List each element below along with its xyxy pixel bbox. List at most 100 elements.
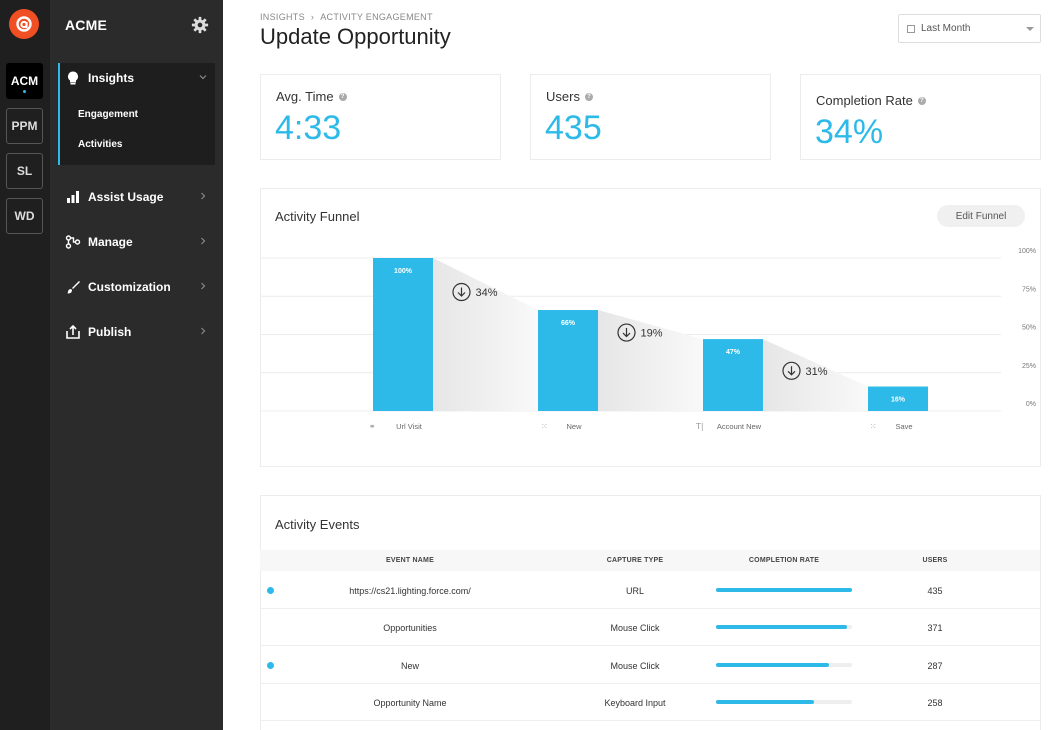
drop-arrow-glyph bbox=[457, 287, 466, 297]
insights-section-expanded bbox=[58, 63, 215, 165]
sidebar-subitem-engagement[interactable]: Engagement bbox=[78, 109, 139, 120]
users-cell: 371 bbox=[927, 623, 943, 633]
funnel-bar bbox=[538, 310, 598, 411]
drop-off-label: 19% bbox=[641, 328, 663, 340]
completion-rate-fill bbox=[716, 588, 852, 592]
breadcrumb-item[interactable]: INSIGHTS bbox=[260, 12, 305, 22]
stat-label: Users? bbox=[546, 89, 593, 104]
stat-card-completion-rate: Completion Rate? 34% bbox=[800, 74, 1041, 160]
funnel-connector bbox=[433, 258, 538, 411]
drop-off-label: 34% bbox=[476, 287, 498, 299]
sidebar: ACME Insights Engagement Activities Assi… bbox=[50, 0, 223, 730]
funnel-title: Activity Funnel bbox=[275, 209, 360, 224]
funnel-step-label: Account New bbox=[717, 422, 762, 431]
sidebar-item-manage[interactable]: Manage bbox=[65, 231, 208, 253]
y-tick-label: 75% bbox=[1022, 286, 1036, 293]
chevron-right-icon bbox=[201, 327, 206, 335]
sidebar-item-label: Assist Usage bbox=[88, 190, 164, 204]
completion-rate-bar bbox=[716, 588, 852, 592]
events-title: Activity Events bbox=[275, 517, 360, 532]
table-row[interactable]: Opportunities Mouse Click 371 bbox=[260, 609, 1040, 646]
publish-icon bbox=[65, 324, 81, 340]
date-range-select[interactable]: Last Month bbox=[898, 14, 1041, 43]
column-header-capture-type[interactable]: CAPTURE TYPE bbox=[606, 557, 664, 564]
app-button-label: SL bbox=[16, 164, 33, 178]
stat-value: 435 bbox=[545, 109, 602, 147]
drop-arrow-glyph bbox=[622, 328, 631, 338]
brush-icon bbox=[65, 279, 81, 295]
status-dot-icon bbox=[267, 587, 274, 594]
completion-rate-fill bbox=[716, 625, 847, 629]
app-button-label: ACM bbox=[10, 74, 39, 88]
y-tick-label: 50% bbox=[1022, 325, 1036, 332]
app-button-acm[interactable]: ACM bbox=[6, 63, 43, 99]
breadcrumb-separator-icon: › bbox=[310, 12, 315, 22]
chevron-down-icon bbox=[199, 75, 207, 80]
app-button-ppm[interactable]: PPM bbox=[6, 108, 43, 144]
users-cell: 435 bbox=[927, 586, 943, 596]
acme-logo-icon[interactable] bbox=[9, 9, 39, 39]
drop-arrow-icon bbox=[617, 323, 636, 342]
status-dot-icon bbox=[267, 662, 274, 669]
caret-down-icon bbox=[1026, 27, 1034, 31]
sidebar-item-assist-usage[interactable]: Assist Usage bbox=[65, 186, 208, 208]
capture-type-cell: Mouse Click bbox=[610, 623, 660, 633]
sidebar-item-insights[interactable]: Insights bbox=[65, 67, 208, 89]
drop-arrow-glyph bbox=[787, 366, 796, 376]
stat-label: Avg. Time? bbox=[276, 89, 347, 104]
table-row[interactable]: New Mouse Click 287 bbox=[260, 647, 1040, 684]
lightbulb-icon bbox=[65, 70, 81, 86]
sidebar-item-customization[interactable]: Customization bbox=[65, 276, 208, 298]
breadcrumb: INSIGHTS › ACTIVITY ENGAGEMENT bbox=[260, 12, 433, 22]
event-name-cell: Opportunity Name bbox=[373, 698, 447, 708]
event-name-cell: New bbox=[400, 661, 419, 671]
gear-icon[interactable] bbox=[191, 16, 209, 34]
date-range-value: Last Month bbox=[921, 23, 971, 34]
help-icon[interactable]: ? bbox=[917, 96, 926, 105]
link-icon: ⚭ bbox=[369, 422, 376, 431]
stat-card-users: Users? 435 bbox=[530, 74, 771, 160]
capture-type-cell: Keyboard Input bbox=[604, 698, 666, 708]
table-row[interactable]: Opportunity Name Keyboard Input 258 bbox=[260, 684, 1040, 721]
column-header-users[interactable]: USERS bbox=[922, 557, 948, 564]
completion-rate-fill bbox=[716, 700, 814, 704]
users-cell: 287 bbox=[927, 661, 943, 671]
funnel-bar-label: 47% bbox=[726, 349, 741, 356]
table-row[interactable]: https://cs21.lighting.force.com/URL 435 bbox=[260, 572, 1040, 609]
help-icon[interactable]: ? bbox=[338, 92, 347, 101]
capture-type-cell: Mouse Click bbox=[610, 661, 660, 671]
y-tick-label: 25% bbox=[1022, 363, 1036, 370]
funnel-connector bbox=[763, 339, 868, 411]
sidebar-item-publish[interactable]: Publish bbox=[65, 321, 208, 343]
activity-events-card: Activity Events bbox=[260, 495, 1041, 730]
funnel-chart: 100% 75% 50% 25% 0% 34% 19% 31% 100% Url Visit ⚭ 66… bbox=[261, 248, 1036, 431]
chevron-right-icon bbox=[201, 192, 206, 200]
edit-funnel-button[interactable]: Edit Funnel bbox=[937, 205, 1025, 227]
stat-value: 34% bbox=[815, 113, 884, 151]
sidebar-title: ACME bbox=[65, 17, 108, 33]
manage-icon bbox=[65, 234, 81, 250]
help-icon[interactable]: ? bbox=[584, 92, 593, 101]
column-header-event-name[interactable]: EVENT NAME bbox=[386, 557, 434, 564]
y-tick-label: 0% bbox=[1026, 401, 1036, 408]
users-cell: 258 bbox=[927, 698, 943, 708]
app-button-sl[interactable]: SL bbox=[6, 153, 43, 189]
calendar-icon bbox=[907, 24, 915, 33]
sidebar-item-label: Manage bbox=[88, 235, 133, 249]
funnel-step-label: Save bbox=[895, 422, 912, 431]
funnel-bar bbox=[703, 339, 763, 411]
event-name-cell: https://cs21.lighting.force.com/ bbox=[349, 586, 471, 596]
text-input-icon: T| bbox=[695, 422, 704, 431]
funnel-bar-label: 100% bbox=[394, 268, 413, 275]
sidebar-subitem-activities[interactable]: Activities bbox=[78, 139, 123, 150]
sidebar-item-label: Customization bbox=[88, 280, 171, 294]
column-header-completion-rate[interactable]: COMPLETION RATE bbox=[748, 557, 820, 564]
main-content: INSIGHTS › ACTIVITY ENGAGEMENT Update Op… bbox=[223, 0, 1054, 730]
app-button-wd[interactable]: WD bbox=[6, 198, 43, 234]
app-button-label: PPM bbox=[11, 119, 38, 133]
funnel-bar-label: 66% bbox=[561, 320, 576, 327]
drop-off-label: 31% bbox=[806, 366, 828, 378]
stat-label: Completion Rate? bbox=[816, 93, 926, 108]
funnel-bar-label: 16% bbox=[891, 397, 906, 404]
active-indicator bbox=[23, 90, 26, 93]
